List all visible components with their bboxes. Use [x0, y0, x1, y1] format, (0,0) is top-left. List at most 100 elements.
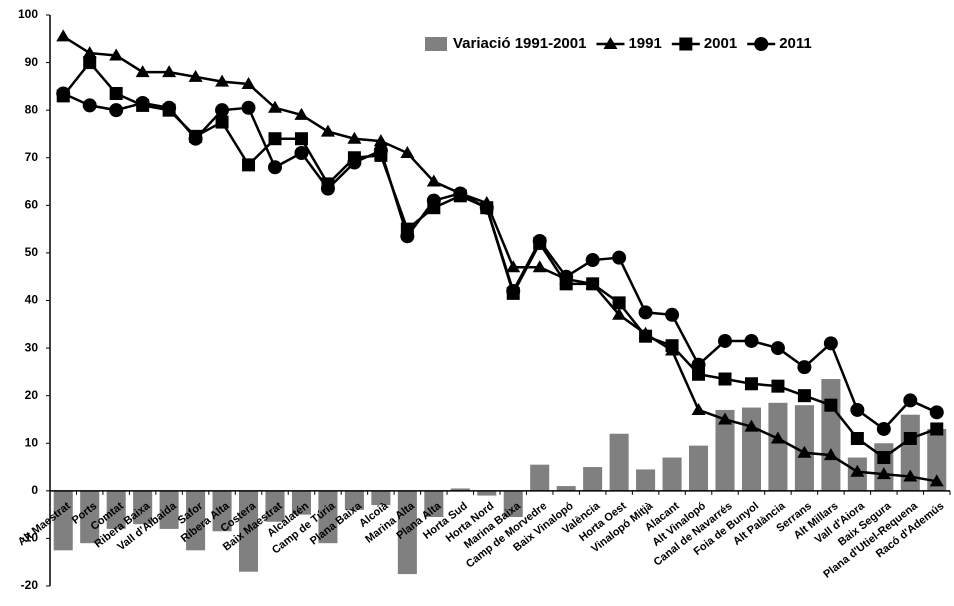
y-tick-label: 30 [25, 340, 39, 354]
bar [583, 467, 603, 491]
y-tick-label: -20 [21, 578, 39, 592]
marker [754, 37, 769, 51]
marker [241, 76, 256, 89]
marker [679, 37, 693, 51]
marker [215, 103, 230, 118]
marker [903, 431, 917, 445]
bar [344, 490, 364, 510]
marker [56, 29, 71, 42]
marker [162, 100, 177, 115]
marker [188, 131, 203, 146]
marker [744, 419, 759, 432]
bar [715, 409, 735, 491]
marker [162, 65, 177, 78]
marker [135, 65, 150, 78]
bar [689, 445, 709, 491]
marker [612, 307, 627, 320]
bar [106, 490, 126, 529]
marker [506, 283, 521, 298]
marker [638, 305, 653, 320]
y-tick-label: 80 [25, 102, 39, 116]
marker [188, 69, 203, 82]
marker [744, 377, 758, 391]
marker [373, 134, 388, 147]
marker [241, 100, 256, 115]
bar [318, 490, 338, 544]
y-tick-label: 100 [18, 7, 38, 21]
marker [585, 253, 600, 268]
bar [424, 490, 444, 518]
bar [609, 433, 629, 491]
marker [691, 357, 706, 372]
marker [797, 445, 812, 458]
marker [215, 115, 229, 129]
bar [212, 490, 232, 532]
bar [291, 490, 311, 515]
bar [768, 402, 788, 491]
marker [691, 402, 706, 415]
marker [612, 296, 626, 310]
marker [903, 393, 918, 408]
marker [56, 86, 71, 101]
marker [109, 48, 124, 61]
marker [744, 333, 759, 348]
bar [265, 490, 285, 522]
bar [80, 490, 100, 544]
marker [400, 145, 415, 158]
marker [135, 96, 150, 111]
marker [797, 389, 811, 403]
bar [159, 490, 179, 529]
marker [453, 186, 468, 201]
y-tick-label: 40 [25, 293, 39, 307]
marker [850, 431, 864, 445]
legend-swatch [425, 37, 447, 51]
y-tick-label: 50 [25, 245, 39, 259]
legend-label: 2001 [704, 35, 737, 52]
marker [83, 56, 97, 70]
bar [371, 490, 391, 506]
bar [927, 428, 947, 491]
y-tick-label: 90 [25, 55, 39, 69]
marker [426, 193, 441, 208]
marker [771, 379, 785, 393]
legend-label: Variació 1991-2001 [453, 35, 586, 52]
marker [877, 451, 891, 465]
marker [506, 260, 521, 273]
line [62, 92, 938, 431]
y-tick-label: 70 [25, 150, 39, 164]
bar [662, 457, 682, 491]
bar [636, 469, 656, 491]
marker [586, 277, 600, 291]
bar [821, 379, 841, 491]
marker [347, 131, 362, 144]
marker [639, 329, 653, 343]
y-tick-label: 20 [25, 388, 39, 402]
marker [797, 360, 812, 375]
marker [824, 398, 838, 412]
bar [53, 490, 73, 551]
bar [133, 490, 153, 525]
marker [320, 124, 335, 137]
marker [929, 405, 944, 420]
y-tick-label: -10 [21, 531, 39, 545]
marker [268, 100, 282, 113]
marker [109, 87, 123, 101]
marker [823, 448, 838, 461]
bar [874, 443, 894, 491]
marker [215, 74, 230, 87]
marker [294, 132, 308, 146]
marker [770, 341, 785, 356]
marker [268, 160, 282, 175]
marker [373, 143, 388, 158]
marker [242, 158, 256, 172]
bar [239, 490, 259, 572]
marker [400, 229, 415, 244]
marker [294, 145, 309, 160]
line [62, 35, 937, 483]
y-tick-label: 0 [31, 483, 38, 497]
marker [876, 421, 891, 436]
bar [477, 490, 497, 496]
marker [823, 336, 838, 351]
marker [850, 464, 865, 477]
